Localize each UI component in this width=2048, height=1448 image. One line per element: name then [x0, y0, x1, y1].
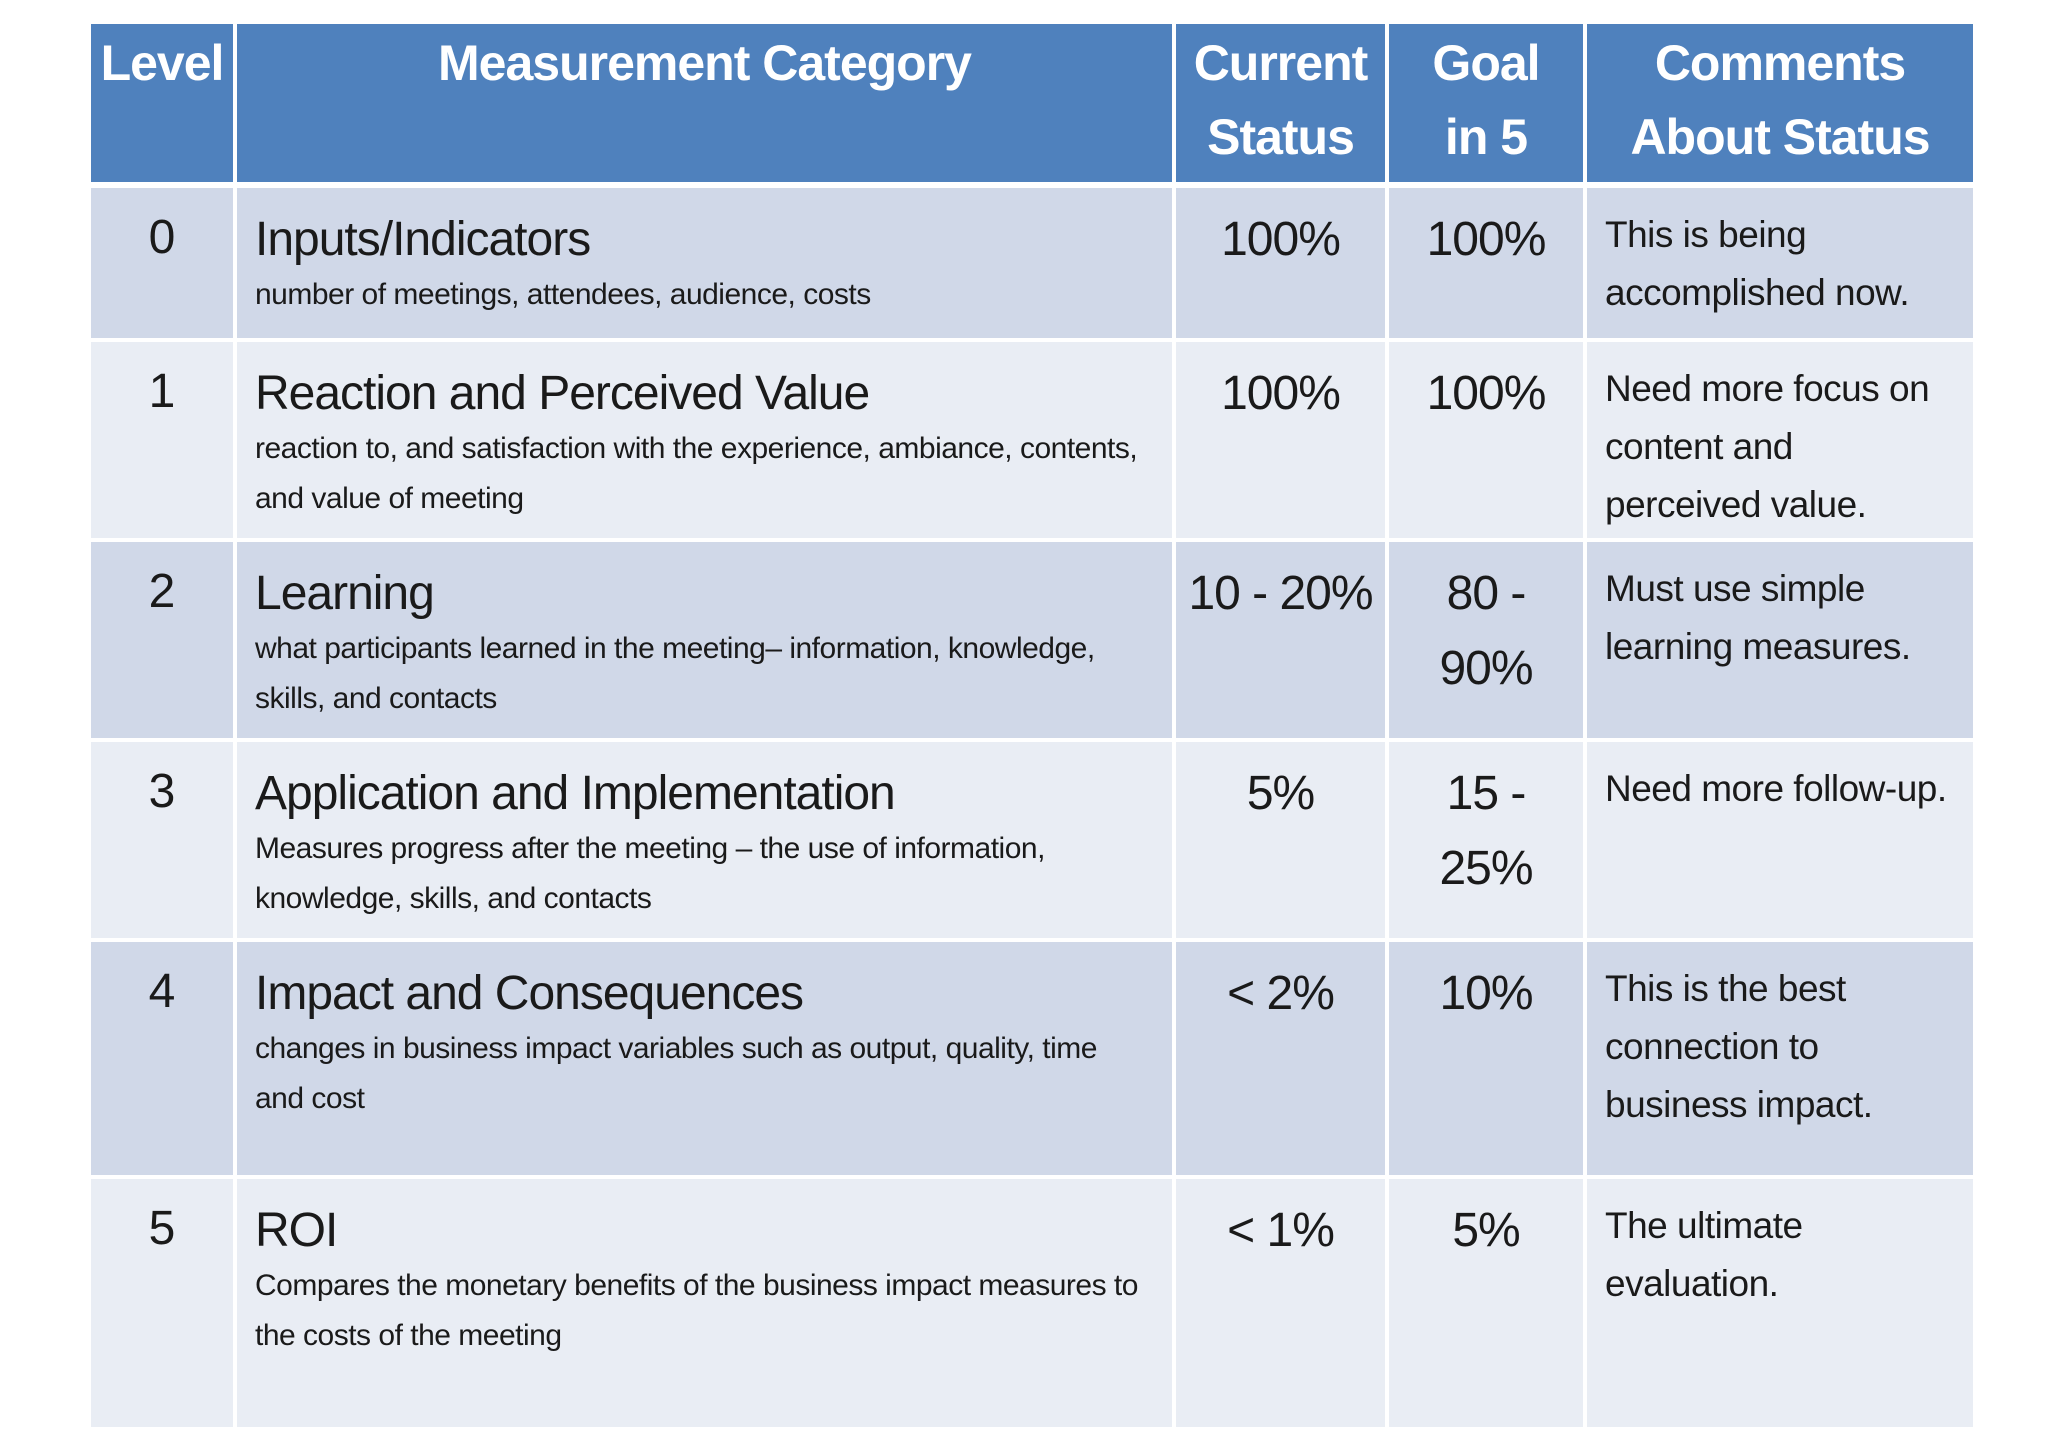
row-category: Impact and Consequences changes in busin…: [237, 942, 1172, 1175]
category-title: ROI: [255, 1204, 338, 1257]
current-status: < 2%: [1176, 942, 1385, 1175]
row-category: ROI Compares the monetary benefits of th…: [237, 1179, 1172, 1427]
current-status: 100%: [1176, 342, 1385, 538]
goal-5-years: 100%: [1389, 188, 1583, 338]
measurement-table: Level Measurement Category Current Statu…: [91, 24, 1973, 1431]
row-category: Reaction and Perceived Value reaction to…: [237, 342, 1172, 538]
category-description: number of meetings, attendees, audience,…: [255, 278, 871, 311]
current-status: 100%: [1176, 188, 1385, 338]
current-status: 10 - 20%: [1176, 542, 1385, 738]
current-status: 5%: [1176, 742, 1385, 938]
goal-value: 100%: [1426, 213, 1547, 266]
category-description: changes in business impact variables suc…: [255, 1032, 1097, 1115]
category-title: Impact and Consequences: [255, 967, 804, 1020]
row-level: 5: [91, 1179, 233, 1427]
category-title: Application and Implementation: [255, 767, 896, 820]
header-goal: Goal in 5 Years: [1389, 24, 1583, 239]
table-row: 5 ROI Compares the monetary benefits of …: [91, 1179, 1973, 1427]
header-current: Current Status: [1176, 24, 1385, 182]
status-comment: Must use simple learning measures.: [1587, 542, 1973, 738]
status-comment: This is being accomplished now.: [1587, 188, 1973, 338]
header-category: Measurement Category: [237, 24, 1172, 182]
row-category: Application and Implementation Measures …: [237, 742, 1172, 938]
table-row: 0 Inputs/Indicators number of meetings, …: [91, 188, 1973, 338]
status-comment: Need more follow-up.: [1587, 742, 1973, 938]
goal-5-years: 10%: [1389, 942, 1583, 1175]
goal-value: 5%: [1452, 1204, 1520, 1257]
category-description: Compares the monetary benefits of the bu…: [255, 1269, 1138, 1352]
goal-5-years: 100%: [1389, 342, 1583, 538]
row-level: 2: [91, 542, 233, 738]
category-description: reaction to, and satisfaction with the e…: [255, 432, 1138, 515]
category-title: Reaction and Perceived Value: [255, 367, 870, 420]
header-row: Level Measurement Category Current Statu…: [91, 24, 1973, 239]
goal-5-years: 15 - 25%: [1389, 742, 1583, 938]
table-row: 2 Learning what participants learned in …: [91, 542, 1973, 738]
table-row: 3 Application and Implementation Measure…: [91, 742, 1973, 938]
status-comment: The ultimate evaluation.: [1587, 1179, 1973, 1427]
goal-5-years: 5%: [1389, 1179, 1583, 1427]
category-description: Measures progress after the meeting – th…: [255, 832, 1045, 915]
status-comment: Need more focus on content and perceived…: [1587, 342, 1973, 538]
goal-value: 80 - 90%: [1439, 567, 1533, 695]
category-description: what participants learned in the meeting…: [255, 632, 1095, 715]
table-row: 1 Reaction and Perceived Value reaction …: [91, 342, 1973, 538]
header-comments: Comments About Status: [1587, 24, 1973, 182]
current-status: < 1%: [1176, 1179, 1385, 1427]
status-comment: This is the best connection to business …: [1587, 942, 1973, 1175]
table-row: 4 Impact and Consequences changes in bus…: [91, 942, 1973, 1175]
category-title: Inputs/Indicators: [255, 213, 591, 266]
goal-value: 15 - 25%: [1439, 767, 1533, 895]
goal-value: 10%: [1439, 967, 1533, 1020]
row-category: Learning what participants learned in th…: [237, 542, 1172, 738]
row-level: 4: [91, 942, 233, 1175]
header-level: Level: [91, 24, 233, 182]
category-title: Learning: [255, 567, 435, 620]
goal-value: 100%: [1426, 367, 1547, 420]
row-level: 0: [91, 188, 233, 338]
row-level: 1: [91, 342, 233, 538]
goal-5-years: 80 - 90%: [1389, 542, 1583, 738]
row-category: Inputs/Indicators number of meetings, at…: [237, 188, 1172, 338]
row-level: 3: [91, 742, 233, 938]
